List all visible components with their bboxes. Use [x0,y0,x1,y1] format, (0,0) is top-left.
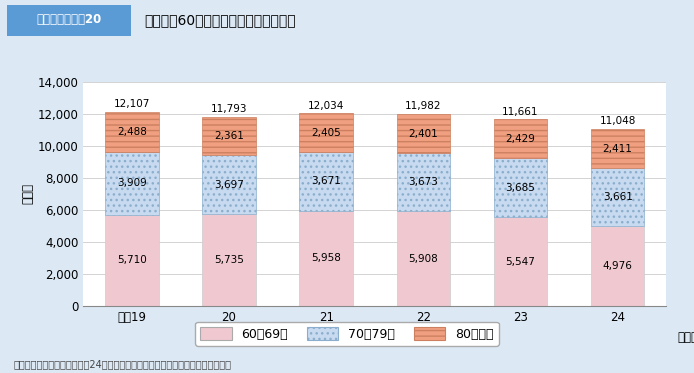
Text: 11,661: 11,661 [502,107,539,117]
Text: 11,982: 11,982 [405,101,441,112]
Text: 2,429: 2,429 [505,134,536,144]
FancyBboxPatch shape [7,5,130,36]
Text: 資料：内閣府・警察庁「平成24年中における自殺の状況」に基づき内閣府が作成: 資料：内閣府・警察庁「平成24年中における自殺の状況」に基づき内閣府が作成 [14,359,232,369]
Bar [591,168,644,226]
Bar [493,217,547,306]
Bar [300,113,353,152]
Bar [105,214,158,306]
Bar [203,117,255,155]
Text: 5,735: 5,735 [214,255,244,265]
Text: 5,710: 5,710 [117,255,146,265]
Text: 5,958: 5,958 [311,253,341,263]
Text: （年）: （年） [677,331,694,344]
Bar [105,152,158,214]
Bar [397,114,450,153]
Bar [591,129,644,168]
Bar [397,153,450,211]
Bar [105,112,158,152]
Text: 3,697: 3,697 [214,180,244,189]
Y-axis label: （人）: （人） [22,184,35,204]
Bar [397,211,450,306]
Text: 3,685: 3,685 [505,183,536,193]
Text: 12,107: 12,107 [114,100,150,109]
Text: 2,361: 2,361 [214,131,244,141]
Bar [493,158,547,217]
Text: 3,671: 3,671 [311,176,341,186]
Text: 5,547: 5,547 [505,257,536,267]
Bar [300,211,353,306]
Text: 2,488: 2,488 [117,127,147,137]
Bar [203,214,255,306]
Text: 2,401: 2,401 [409,129,438,138]
Text: 4,976: 4,976 [602,261,633,271]
Text: 2,405: 2,405 [312,128,341,138]
Text: 11,793: 11,793 [211,104,247,115]
Text: 3,909: 3,909 [117,178,146,188]
Bar [493,119,547,158]
Bar [203,155,255,214]
Text: 3,673: 3,673 [408,177,439,187]
Legend: 60～69歳, 70～79歳, 80歳以上: 60～69歳, 70～79歳, 80歳以上 [196,322,498,346]
Text: 5,908: 5,908 [409,254,438,264]
Text: 2,411: 2,411 [602,144,633,154]
Text: 11,048: 11,048 [600,116,636,126]
Bar [591,226,644,306]
Text: 図１－２－６－20: 図１－２－６－20 [36,13,101,26]
Text: 高齢者（60歳以上）の自殺者数の推移: 高齢者（60歳以上）の自殺者数の推移 [144,13,296,27]
Bar [300,152,353,211]
Text: 3,661: 3,661 [602,192,633,202]
Text: 12,034: 12,034 [308,101,344,111]
